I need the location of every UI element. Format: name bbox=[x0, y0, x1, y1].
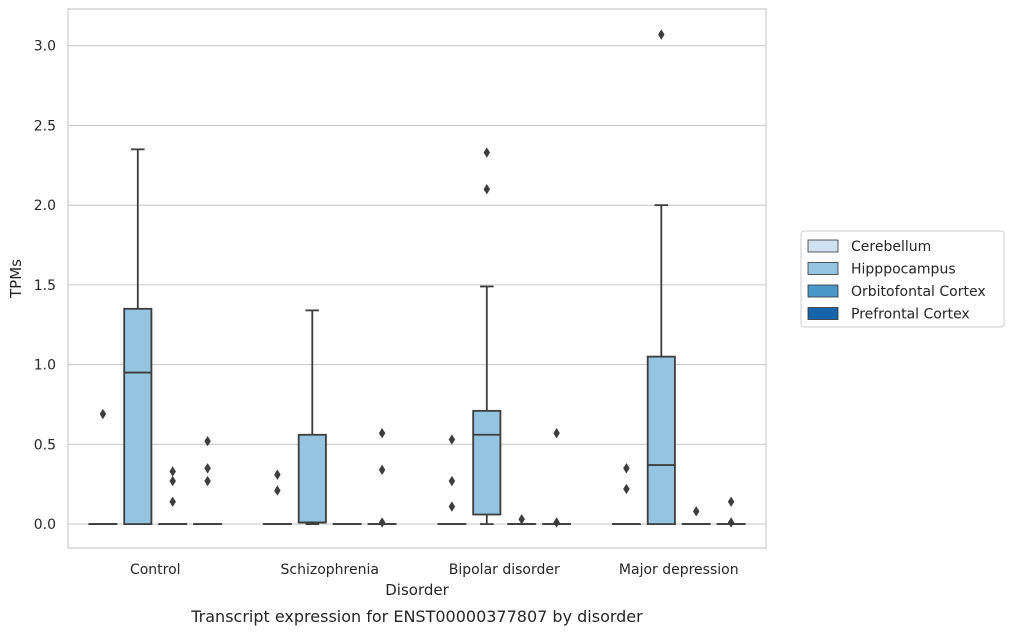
outlier-point bbox=[658, 29, 665, 40]
outlier-point bbox=[553, 428, 560, 439]
outlier-point bbox=[692, 506, 700, 517]
outlier-point bbox=[204, 463, 211, 474]
box-iqr bbox=[297, 433, 327, 524]
outlier-point bbox=[553, 517, 560, 528]
outlier-point bbox=[378, 428, 386, 439]
legend-swatch bbox=[807, 262, 839, 275]
y-tick-label: 2.0 bbox=[34, 198, 56, 214]
box-prefrontal-cortex bbox=[193, 435, 223, 525]
box-hipppocampus bbox=[472, 147, 502, 525]
box-orbitofontal-cortex bbox=[158, 466, 188, 525]
outlier-point bbox=[623, 483, 630, 495]
x-axis-title: Disorder bbox=[385, 581, 449, 599]
legend-swatch bbox=[807, 307, 839, 320]
box-orbitofontal-cortex bbox=[681, 506, 711, 525]
box-prefrontal-cortex bbox=[542, 428, 572, 528]
outlier-point bbox=[169, 496, 176, 507]
outlier-point bbox=[169, 466, 176, 477]
y-tick-label: 0.5 bbox=[34, 437, 56, 453]
chart-caption: Transcript expression for ENST0000037780… bbox=[190, 607, 643, 626]
outlier-point bbox=[448, 475, 456, 487]
outlier-point bbox=[483, 184, 491, 195]
box-iqr bbox=[646, 355, 676, 525]
box-cerebellum bbox=[611, 463, 641, 525]
y-tick-label: 1.0 bbox=[34, 358, 56, 374]
box-prefrontal-cortex bbox=[367, 428, 397, 528]
x-tick-label: Major depression bbox=[619, 562, 739, 578]
box-cerebellum bbox=[262, 469, 292, 525]
y-tick-label: 0.0 bbox=[34, 517, 56, 533]
legend-frame bbox=[800, 230, 1005, 328]
x-tick-label: Control bbox=[130, 562, 181, 578]
y-tick-label: 1.5 bbox=[34, 278, 56, 294]
box-orbitofontal-cortex bbox=[507, 514, 537, 525]
y-axis-ticks: 0.0 0.5 1.0 1.5 2.0 2.5 3.0 bbox=[34, 39, 56, 533]
y-axis-title: TPMs bbox=[7, 259, 25, 299]
outlier-point bbox=[518, 514, 525, 525]
x-tick-label: Schizophrenia bbox=[281, 562, 379, 578]
legend: Cerebellum Hipppocampus Orbitofontal Corte… bbox=[800, 230, 1005, 328]
x-tick-label: Bipolar disorder bbox=[449, 562, 560, 578]
outlier-point bbox=[378, 517, 386, 528]
box-iqr bbox=[472, 409, 502, 516]
outlier-point bbox=[448, 501, 456, 512]
outlier-point bbox=[99, 408, 107, 420]
legend-label: Prefrontal Cortex bbox=[851, 307, 970, 323]
box-hipppocampus bbox=[123, 148, 153, 525]
legend-label: Orbitofontal Cortex bbox=[851, 284, 986, 300]
x-axis-ticks: Control Schizophrenia Bipolar disorder Majo… bbox=[130, 562, 739, 578]
box-prefrontal-cortex bbox=[716, 496, 746, 528]
outlier-point bbox=[448, 434, 456, 445]
outlier-point bbox=[623, 463, 630, 474]
outlier-point bbox=[204, 475, 211, 487]
outlier-point bbox=[169, 475, 176, 487]
outlier-point bbox=[204, 435, 211, 447]
outlier-point bbox=[483, 147, 491, 158]
y-tick-label: 3.0 bbox=[34, 39, 56, 55]
outlier-point bbox=[727, 496, 735, 507]
outlier-point bbox=[274, 469, 281, 480]
box-cerebellum bbox=[437, 434, 467, 525]
legend-label: Cerebellum bbox=[851, 239, 931, 255]
legend-label: Hipppocampus bbox=[851, 262, 956, 278]
plot-frame bbox=[67, 8, 767, 549]
legend-swatch bbox=[807, 239, 839, 253]
legend-swatch bbox=[807, 284, 839, 298]
outlier-point bbox=[274, 485, 281, 496]
y-tick-label: 2.5 bbox=[34, 118, 56, 134]
box-cerebellum bbox=[88, 408, 118, 525]
box-hipppocampus bbox=[646, 29, 676, 525]
box-iqr bbox=[123, 307, 153, 525]
outlier-point bbox=[727, 517, 735, 528]
box-hipppocampus bbox=[297, 309, 327, 525]
box-plots bbox=[88, 29, 746, 528]
outlier-point bbox=[378, 464, 386, 476]
